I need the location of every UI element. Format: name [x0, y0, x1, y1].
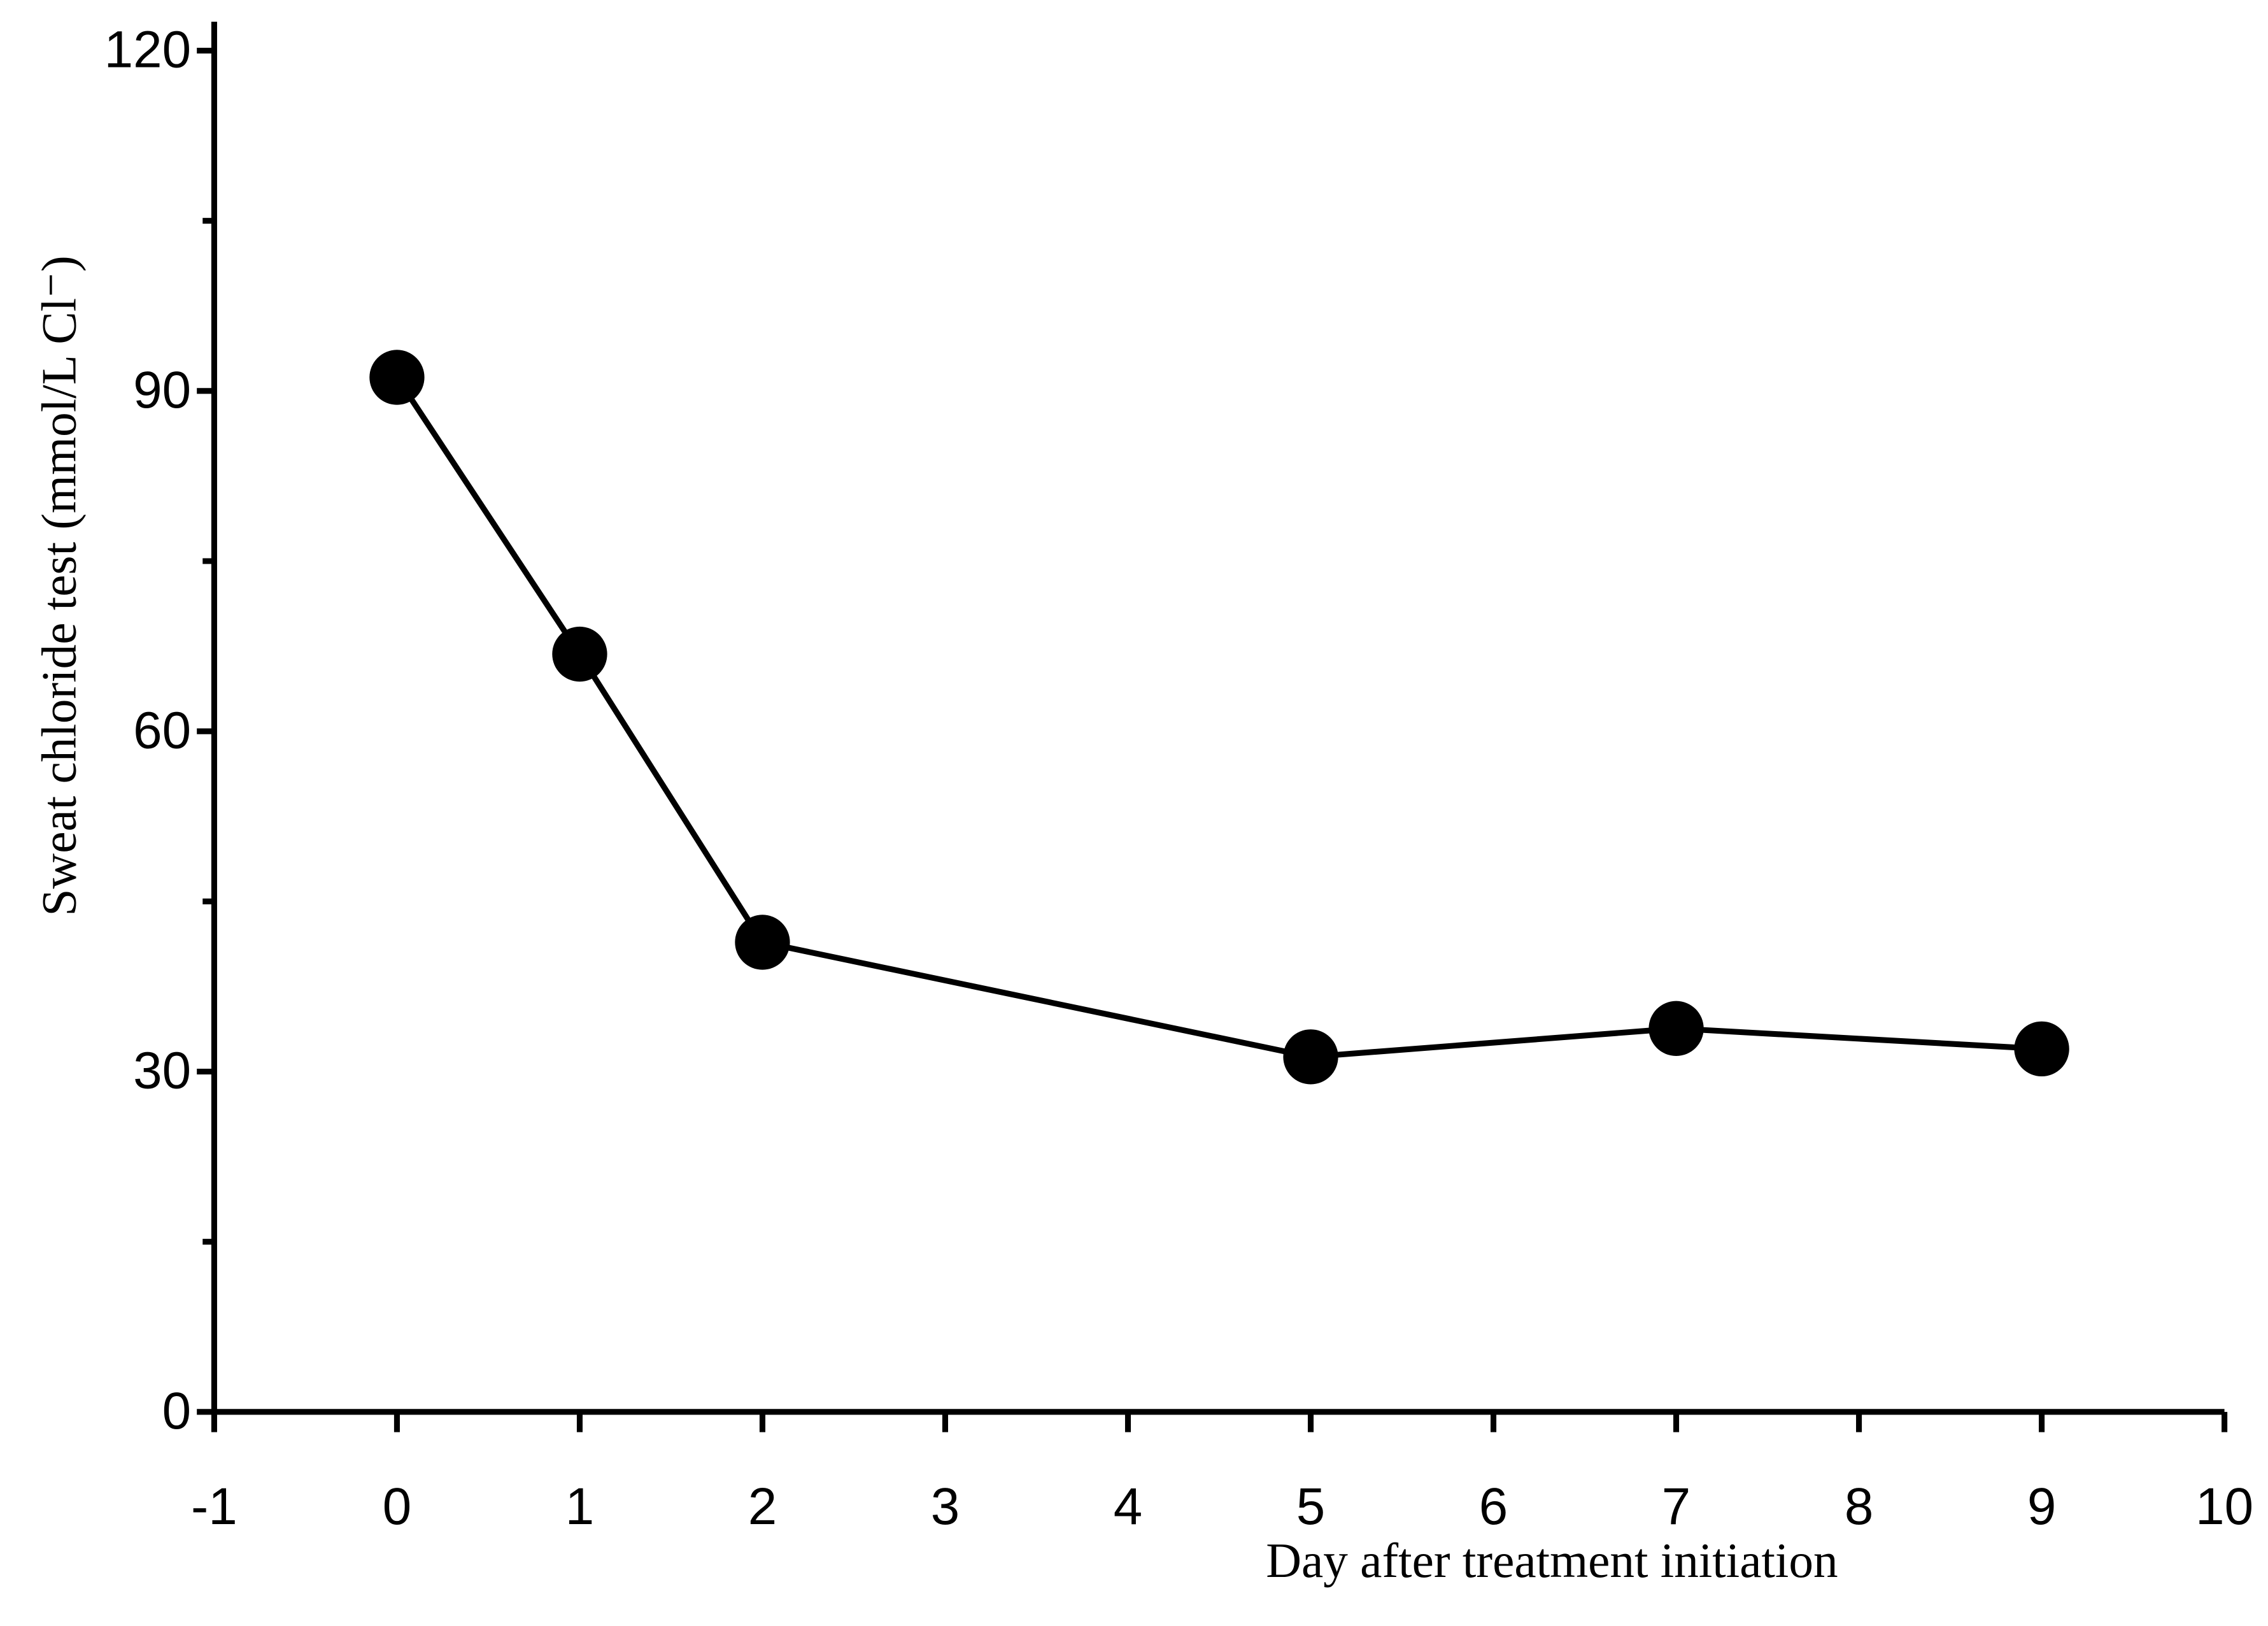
- data-point: [552, 626, 607, 682]
- x-tick-label: 3: [931, 1478, 960, 1536]
- y-tick-label: 90: [133, 361, 191, 419]
- x-tick-label: 7: [1662, 1478, 1690, 1536]
- y-axis-label: Sweat chloride test (mmol/L Cl⁻): [31, 255, 86, 916]
- x-tick-label: 9: [2027, 1478, 2056, 1536]
- x-tick-label: 10: [2195, 1478, 2253, 1536]
- data-point: [2014, 1021, 2069, 1077]
- x-tick-label: 0: [383, 1478, 411, 1536]
- data-point: [1283, 1029, 1338, 1085]
- data-point: [735, 915, 790, 970]
- data-line: [394, 375, 2042, 1060]
- y-tick-label: 120: [104, 21, 191, 79]
- y-tick-label: 0: [162, 1382, 191, 1440]
- x-axis-label: Day after treatment initiation: [1266, 1533, 1838, 1588]
- x-tick-label: 6: [1479, 1478, 1508, 1536]
- x-tick-label: 2: [748, 1478, 777, 1536]
- x-tick-label: 1: [565, 1478, 594, 1536]
- data-point: [1648, 1001, 1704, 1056]
- x-tick-label: 8: [1845, 1478, 1873, 1536]
- y-tick-label: 60: [133, 701, 191, 759]
- data-point: [369, 350, 425, 405]
- x-tick-label: 5: [1296, 1478, 1325, 1536]
- x-tick-label: -1: [191, 1478, 237, 1536]
- y-tick-label: 30: [133, 1042, 191, 1100]
- x-tick-label: 4: [1114, 1478, 1142, 1536]
